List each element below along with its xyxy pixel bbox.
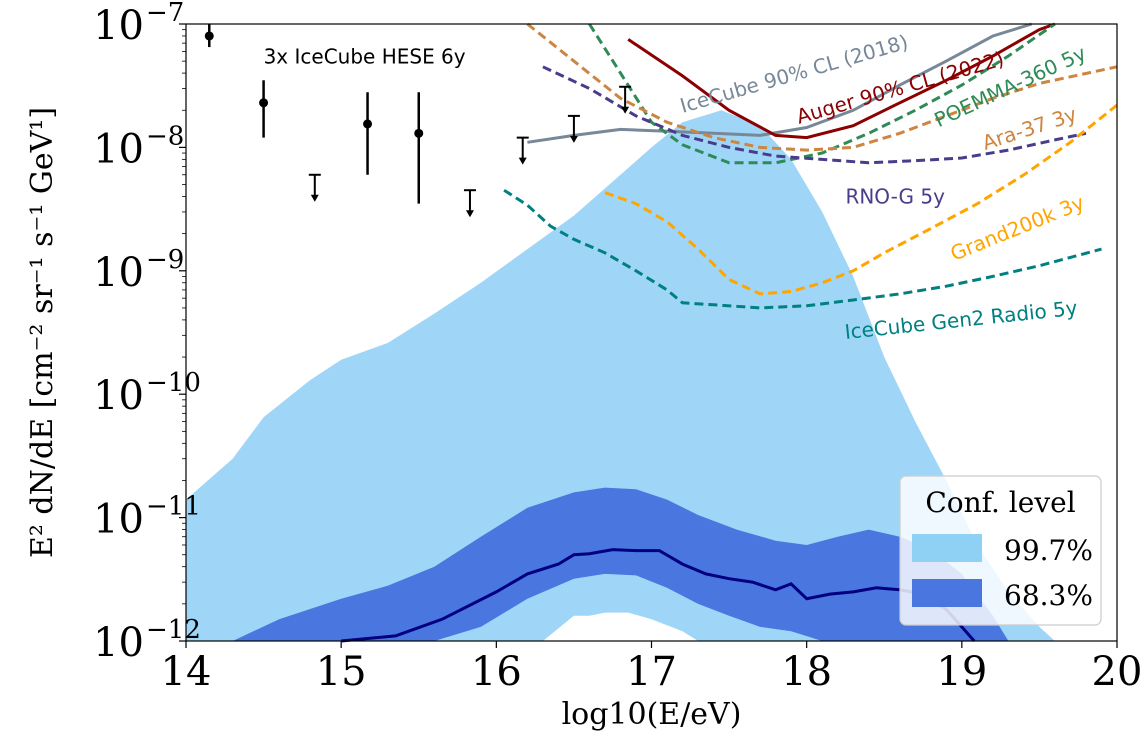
y-tick-exponent: −10 bbox=[146, 368, 201, 398]
series-lines bbox=[341, 22, 1118, 643]
y-tick-label: 10 bbox=[93, 620, 144, 666]
x-tick-label: 14 bbox=[161, 649, 212, 695]
data-point bbox=[259, 98, 269, 108]
series-line-rno-g-5y bbox=[542, 65, 1087, 165]
series-line-icecube-gen2-radio-5y bbox=[503, 188, 1102, 310]
legend-swatch bbox=[912, 534, 982, 562]
legend: Conf. level 99.7% 68.3% bbox=[899, 475, 1102, 626]
x-tick-label: 17 bbox=[626, 649, 677, 695]
data-point bbox=[363, 119, 373, 129]
y-tick-label: 10 bbox=[93, 3, 144, 49]
y-tick-exponent: −12 bbox=[146, 615, 201, 645]
series-line-auger-90-cl-2022 bbox=[627, 22, 1056, 140]
upper-limit-arrow bbox=[569, 135, 578, 143]
x-tick-label: 19 bbox=[936, 649, 987, 695]
x-tick-label: 16 bbox=[471, 649, 522, 695]
y-tick-exponent: −7 bbox=[146, 0, 184, 28]
upper-limit-arrow bbox=[621, 106, 630, 114]
annotation-label: Grand200k 3y bbox=[947, 190, 1088, 266]
y-axis-label: E² dN/dE [cm⁻² sr⁻¹ s⁻¹ GeV¹] bbox=[25, 107, 60, 558]
measurement-points bbox=[204, 24, 632, 218]
x-axis-ticks: 14 15 16 17 18 19 20 bbox=[161, 641, 1143, 695]
band-inner bbox=[232, 487, 1009, 641]
data-point bbox=[204, 31, 214, 41]
y-tick-exponent: −11 bbox=[146, 492, 201, 522]
legend-title: Conf. level bbox=[925, 486, 1075, 519]
x-tick-label: 15 bbox=[316, 649, 367, 695]
annotation-label: RNO-G 5y bbox=[845, 185, 945, 209]
x-tick-label: 20 bbox=[1092, 649, 1143, 695]
y-tick-label: 10 bbox=[93, 373, 144, 419]
data-point bbox=[414, 128, 424, 138]
y-tick-exponent: −9 bbox=[146, 245, 184, 275]
y-tick-label: 10 bbox=[93, 497, 144, 543]
series-line-ara-37-3y bbox=[526, 22, 1118, 152]
x-tick-label: 18 bbox=[781, 649, 832, 695]
legend-label: 99.7% bbox=[1004, 534, 1093, 567]
annotation-label: 3x IceCube HESE 6y bbox=[264, 44, 466, 68]
upper-limit-arrow bbox=[465, 210, 474, 218]
confidence-bands bbox=[186, 110, 1055, 642]
series-line-median bbox=[341, 548, 976, 643]
y-tick-label: 10 bbox=[93, 126, 144, 172]
y-tick-label: 10 bbox=[93, 250, 144, 296]
annotation-label: IceCube Gen2 Radio 5y bbox=[843, 296, 1078, 344]
legend-swatch bbox=[912, 579, 982, 607]
upper-limit-arrow bbox=[310, 194, 319, 202]
series-line-icecube-90-cl-2018 bbox=[527, 22, 1033, 144]
band-outer bbox=[186, 110, 1055, 642]
legend-label: 68.3% bbox=[1004, 579, 1093, 612]
series-line-grand200k-3y bbox=[604, 103, 1118, 296]
y-tick-exponent: −8 bbox=[146, 121, 184, 151]
upper-limit-arrow bbox=[518, 157, 527, 165]
x-axis-label: log10(E/eV) bbox=[562, 697, 742, 732]
